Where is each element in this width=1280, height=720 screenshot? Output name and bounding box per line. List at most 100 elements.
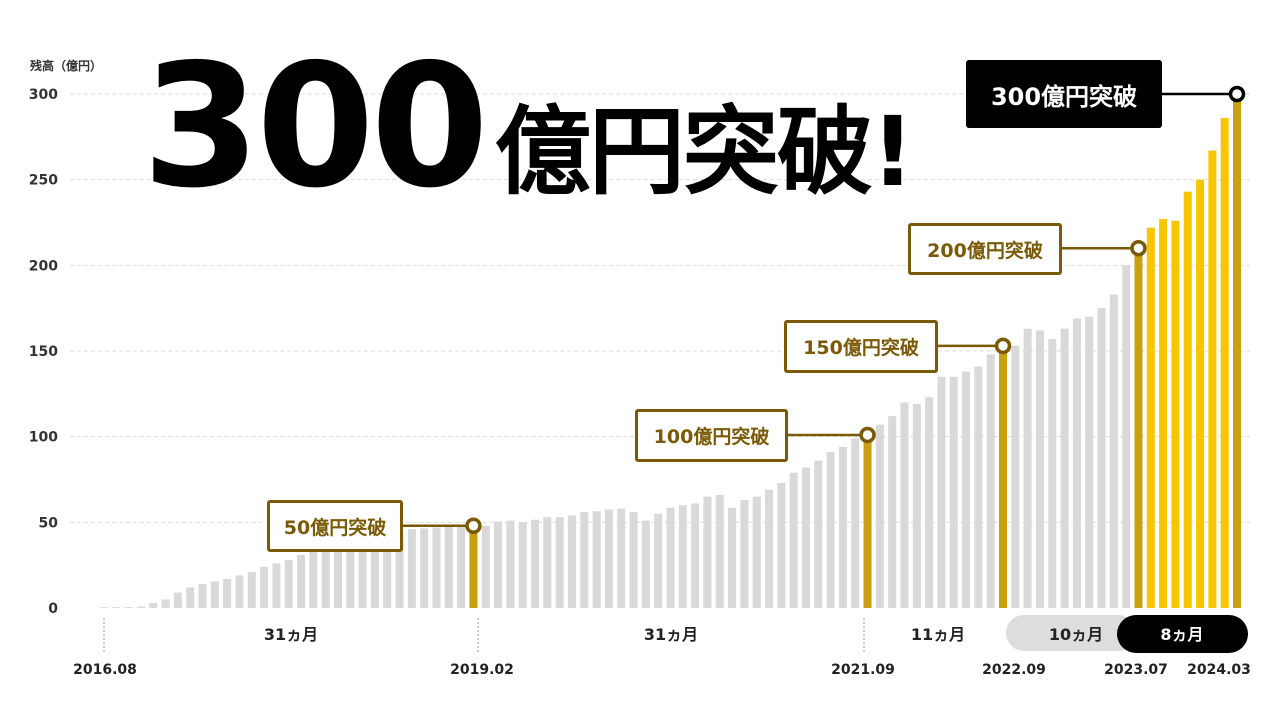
bar: [604, 509, 613, 608]
bar: [518, 522, 527, 608]
callout-300: 300億円突破: [966, 60, 1162, 128]
bar: [124, 607, 133, 608]
bar: [740, 500, 749, 608]
bar: [1171, 220, 1180, 608]
callout-150: 150億円突破: [784, 320, 938, 373]
bar: [555, 517, 564, 608]
bar: [370, 534, 379, 608]
bar: [444, 526, 453, 608]
bar: [469, 527, 478, 608]
bar: [1023, 328, 1032, 608]
bar: [383, 532, 392, 608]
x-axis: 31ヵ月 31ヵ月 11ヵ月 10ヵ月 8ヵ月 2016.08 2019.02 …: [73, 615, 1251, 678]
y-axis-unit-label: 残高（億円）: [30, 58, 102, 73]
bar: [100, 607, 108, 608]
bar: [765, 489, 774, 608]
bar: [1134, 248, 1143, 608]
bar: [420, 528, 429, 608]
bar: [777, 482, 786, 608]
bar: [888, 416, 897, 608]
headline-text: 億円突破!: [494, 96, 915, 208]
bar: [247, 572, 256, 608]
bar: [333, 542, 342, 608]
bar: [432, 527, 441, 608]
date-label: 2023.07: [1104, 662, 1168, 678]
bar: [149, 602, 158, 608]
y-axis-ticks: 0 50 100 150 200 250 300: [29, 87, 58, 617]
bar: [395, 530, 404, 608]
bar: [1060, 328, 1069, 608]
bar: [691, 503, 700, 608]
bar: [851, 438, 860, 608]
bar: [1196, 179, 1205, 608]
bar: [173, 592, 182, 608]
bar: [481, 525, 490, 608]
bar: [986, 354, 995, 608]
period-label: 8ヵ月: [1160, 625, 1203, 644]
period-label: 31ヵ月: [644, 625, 698, 644]
bar: [1208, 150, 1217, 609]
callout-100: 100億円突破: [635, 409, 788, 462]
bar: [949, 376, 958, 608]
bar: [198, 584, 207, 608]
period-pill-light: [1006, 615, 1136, 651]
bar: [617, 508, 626, 608]
y-tick-label: 150: [29, 344, 58, 360]
bar: [629, 512, 638, 608]
bar: [666, 507, 675, 608]
bar: [112, 607, 121, 608]
bar: [900, 402, 909, 608]
bar: [1159, 219, 1168, 608]
bar: [937, 376, 946, 608]
milestone-marker: [859, 426, 876, 444]
bar: [235, 575, 244, 608]
bar: [1048, 339, 1057, 608]
bar: [1183, 191, 1192, 608]
bar: [703, 496, 712, 608]
date-label: 2021.09: [831, 662, 895, 678]
callout-200: 200億円突破: [908, 223, 1062, 275]
bar: [531, 519, 540, 608]
bar: [136, 606, 145, 608]
bar: [1109, 294, 1118, 608]
headline-number: 300: [142, 28, 489, 226]
bar: [309, 549, 318, 608]
bar: [1233, 94, 1241, 608]
bar: [186, 587, 195, 608]
headline: 300 億円突破!: [142, 28, 915, 226]
bar: [543, 517, 552, 608]
bar-series: [100, 94, 1241, 609]
bar: [1220, 117, 1229, 608]
bar: [580, 512, 589, 608]
y-tick-label: 0: [48, 601, 58, 617]
bar: [567, 515, 576, 608]
bar: [863, 434, 872, 608]
bar: [407, 529, 416, 608]
date-label: 2019.02: [450, 662, 514, 678]
date-label: 2016.08: [73, 662, 137, 678]
bar: [506, 520, 515, 608]
y-tick-label: 200: [29, 258, 58, 274]
date-label: 2022.09: [982, 662, 1046, 678]
bar: [1122, 265, 1131, 608]
period-label: 11ヵ月: [911, 625, 965, 644]
bar: [925, 397, 934, 608]
bar: [358, 536, 367, 608]
bar: [801, 467, 810, 608]
bar: [912, 404, 921, 608]
bar: [654, 513, 663, 608]
bar: [838, 446, 847, 608]
bar: [260, 566, 269, 608]
milestone-marker: [465, 517, 482, 535]
milestone-marker: [994, 337, 1012, 355]
bar: [161, 599, 170, 608]
bar: [826, 452, 835, 608]
date-label: 2024.03: [1187, 662, 1251, 678]
bar: [494, 521, 503, 608]
period-label: 31ヵ月: [264, 625, 318, 644]
bar: [752, 496, 761, 608]
bar: [962, 371, 971, 608]
milestone-markers: [403, 85, 1246, 535]
bar: [223, 578, 232, 608]
